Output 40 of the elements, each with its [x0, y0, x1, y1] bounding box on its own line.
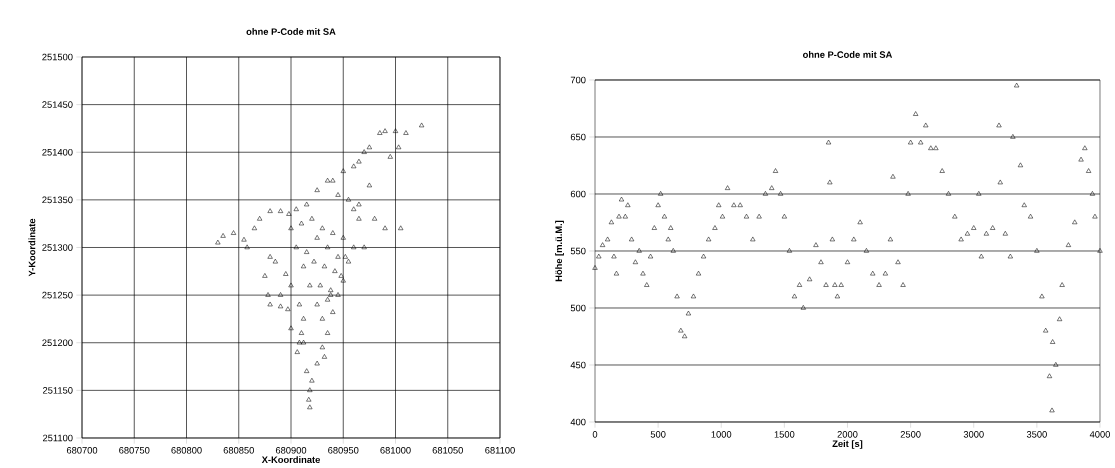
y-tick-label: 251450	[42, 101, 73, 108]
x-tick-label: 3000	[963, 431, 984, 438]
x-tick-label: 2500	[900, 431, 921, 438]
y-tick-label: 450	[570, 361, 586, 369]
y-tick-label: 600	[570, 190, 586, 198]
x-axis-title: X-Koordinate	[261, 456, 320, 463]
x-tick-label: 3500	[1026, 431, 1047, 438]
y-tick-label: 550	[570, 247, 586, 255]
y-tick-label: 251300	[42, 244, 73, 251]
x-tick-label: 681050	[432, 447, 463, 454]
x-tick-label: 680900	[275, 447, 307, 454]
x-tick-label: 680700	[66, 447, 98, 454]
x-tick-label: 4000	[1089, 431, 1110, 438]
y-axis-title: Y-Koordinate	[28, 218, 36, 277]
y-tick-label: 251200	[42, 339, 73, 347]
y-tick-label: 650	[570, 133, 586, 141]
y-tick-label: 500	[570, 304, 586, 312]
y-tick-label: 700	[570, 76, 586, 84]
x-axis-title: Zeit [s]	[832, 440, 863, 449]
y-tick-label: 251100	[42, 434, 73, 442]
y-tick-label: 251350	[42, 196, 73, 204]
y-tick-label: 251500	[42, 53, 73, 61]
chart-title: ohne P-Code mit SA	[246, 28, 336, 35]
x-tick-label: 1500	[774, 431, 795, 438]
y-axis-title: Höhe [m.ü.M.]	[555, 220, 564, 282]
x-tick-label: 681100	[485, 447, 515, 454]
x-tick-label: 681000	[380, 447, 411, 454]
y-tick-label: 251400	[42, 148, 73, 156]
x-tick-label: 2000	[837, 431, 858, 438]
x-tick-label: 680750	[119, 447, 150, 454]
x-tick-label: 680950	[328, 447, 359, 454]
x-tick-label: 500	[650, 431, 666, 438]
y-tick-label: 251250	[42, 291, 73, 299]
chart-title: ohne P-Code mit SA	[803, 51, 893, 58]
x-tick-label: 680850	[223, 447, 254, 454]
y-tick-label: 251150	[42, 387, 73, 394]
x-tick-label: 1000	[711, 431, 732, 438]
x-tick-label: 0	[592, 431, 598, 438]
y-tick-label: 400	[570, 418, 586, 426]
x-tick-label: 680800	[171, 447, 202, 454]
